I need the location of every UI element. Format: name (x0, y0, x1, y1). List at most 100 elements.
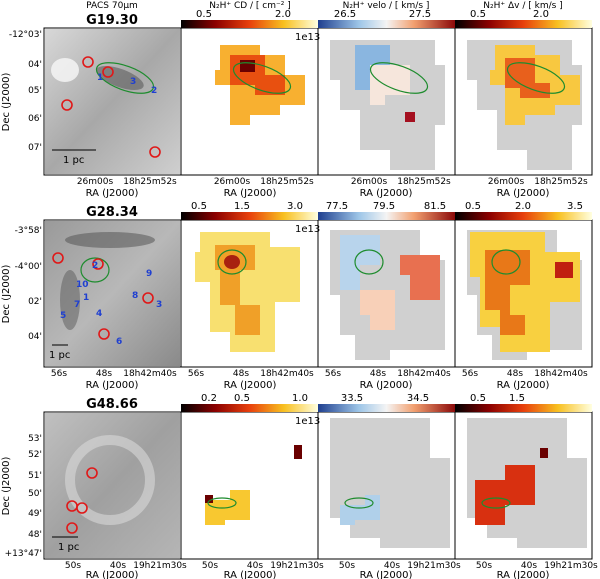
x-tick: 18h42m40s (123, 369, 177, 379)
x-tick: 56s (462, 369, 478, 379)
y-tick: -12°03' (9, 30, 42, 40)
colorbar-g19-cd (181, 20, 318, 28)
source-circle (102, 66, 114, 78)
row-title-g19: G19.30 (86, 13, 138, 28)
y-tick: 53' (28, 434, 42, 444)
source-circle (92, 258, 104, 270)
cbar-tick: 0.5 (465, 201, 481, 212)
colorbar-g48-dv (455, 404, 592, 412)
colorbar-g28-cd (181, 212, 318, 220)
x-tick: 50s (202, 561, 218, 571)
cd-scale-note: 1e13 (295, 32, 320, 43)
y-axis-label: Dec (J2000) (1, 73, 12, 132)
colorbar-g48-cd (181, 404, 318, 412)
g48-cd-top (294, 445, 302, 459)
x-axis-label: RA (J2000) (497, 380, 550, 391)
y-tick: 49' (28, 509, 42, 519)
x-tick: 26m00s (488, 177, 525, 187)
x-tick: 26m00s (77, 177, 114, 187)
x-tick: 18h42m40s (534, 369, 588, 379)
g19-velo-light (370, 65, 410, 105)
x-tick: 26m00s (351, 177, 388, 187)
y-tick-labels: -12°03' 04' 05' 06' 07' -3°58' -4°00' 02… (5, 30, 42, 559)
pacs-g28-dark-lane (65, 232, 155, 248)
cbar-tick: 1.5 (509, 393, 525, 404)
scale-notes: 1e13 1e13 1e13 (295, 32, 320, 427)
y-tick: 51' (28, 471, 42, 481)
cbar-tick: 2.0 (275, 9, 291, 20)
g19-cd-core (240, 60, 255, 72)
row-title-g28: G28.34 (86, 205, 138, 220)
g48-velo-blob (340, 495, 380, 525)
contour-g28-cd (217, 249, 247, 275)
contour-g28-pacs (80, 257, 110, 283)
g28-velo-red (400, 255, 440, 300)
source-circle (98, 328, 110, 340)
y-tick: 48' (28, 530, 42, 540)
g28-velo-pale (360, 290, 395, 330)
source-circle (76, 502, 88, 514)
source-label: 3 (130, 77, 136, 87)
colorbar-g19-velo (318, 20, 455, 28)
source-circle (66, 522, 78, 534)
source-label: 10 (76, 280, 89, 290)
contour-g48-velo (344, 497, 374, 509)
x-tick: 18h25m52s (397, 177, 451, 187)
cbar-tick: 27.5 (409, 9, 431, 20)
heatmap-g28-cd (195, 232, 300, 352)
cd-scale-note: 1e13 (295, 416, 320, 427)
x-tick: 56s (51, 369, 67, 379)
scale-bar-label: 1 pc (63, 155, 84, 166)
y-tick: 07' (28, 143, 42, 153)
colorbar-g28-dv (455, 212, 592, 220)
colorbar-g48-velo (318, 404, 455, 412)
g28-dv-hot (555, 262, 573, 278)
colorbar-g28-velo (318, 212, 455, 220)
x-tick: 50s (339, 561, 355, 571)
g48-dv-dark (540, 448, 548, 458)
pacs-g28-dark-lane-2 (60, 270, 80, 330)
panel-title-cd: N₂H⁺ CD / [ cm⁻² ] (209, 1, 291, 11)
g48-cd-red (205, 495, 213, 503)
cbar-tick: 3.5 (567, 201, 583, 212)
x-axis-label: RA (J2000) (497, 188, 550, 199)
x-tick: 19h21m30s (407, 561, 461, 571)
x-tick: 48s (370, 369, 386, 379)
source-circles (52, 56, 161, 534)
cbar-tick: 0.5 (234, 393, 250, 404)
x-tick: 56s (325, 369, 341, 379)
contour-g19-pacs (95, 62, 155, 94)
x-tick: 40s (110, 561, 126, 571)
y-tick: +13°47' (5, 549, 42, 559)
x-tick: 48s (96, 369, 112, 379)
heatmap-g48-dv (475, 448, 548, 525)
cbar-tick: 0.5 (196, 9, 212, 20)
source-label: 6 (116, 337, 122, 347)
source-circle (82, 56, 94, 68)
x-axis-label: RA (J2000) (224, 188, 277, 199)
cbar-tick: 1.0 (292, 393, 308, 404)
cbar-tick: 81.5 (424, 201, 446, 212)
x-tick: 18h25m52s (123, 177, 177, 187)
colorbar-g19-dv (455, 20, 592, 28)
contour-g48-dv (481, 497, 511, 509)
source-circle (52, 252, 64, 264)
x-tick: 50s (476, 561, 492, 571)
y-tick: 04' (28, 60, 42, 70)
cbar-tick: 34.5 (407, 393, 429, 404)
x-tick: 50s (65, 561, 81, 571)
colorbar-tick-labels: 0.5 2.0 26.5 27.5 0.5 2.0 0.5 1.5 3.0 77… (191, 9, 583, 404)
contour-g19-cd (232, 62, 292, 94)
x-tick: 26m00s (214, 177, 251, 187)
cbar-tick: 0.5 (191, 201, 207, 212)
y-tick: 05' (28, 86, 42, 96)
x-axis-labels: RA (J2000) RA (J2000) RA (J2000) RA (J20… (86, 188, 550, 579)
cbar-tick: 26.5 (334, 9, 356, 20)
y-axis-label: Dec (J2000) (1, 265, 12, 324)
contours (80, 62, 566, 509)
pacs-images (45, 29, 180, 558)
y-tick: 52' (28, 450, 42, 460)
heatmap-g48-cd (205, 445, 302, 525)
y-axis-label: Dec (J2000) (1, 457, 12, 516)
